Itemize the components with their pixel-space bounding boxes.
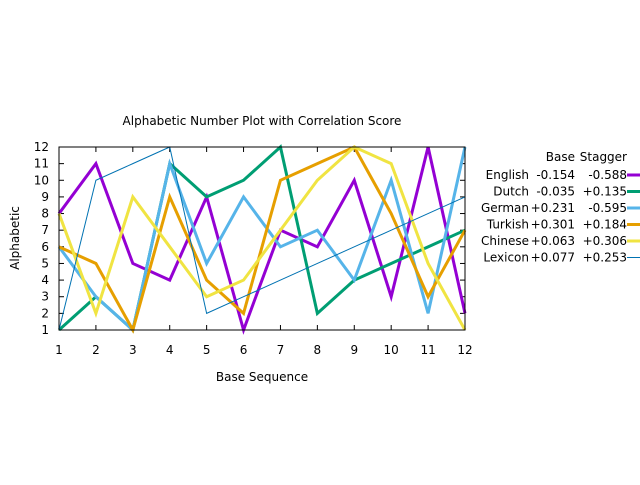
y-tick-label: 4 bbox=[41, 273, 49, 287]
legend-label-english: English bbox=[486, 168, 529, 182]
x-tick-label: 10 bbox=[384, 343, 399, 357]
legend-base-turkish: +0.301 bbox=[531, 218, 575, 232]
legend-header-stagger: Stagger bbox=[580, 150, 627, 164]
x-tick-label: 4 bbox=[166, 343, 174, 357]
legend-label-chinese: Chinese bbox=[481, 234, 529, 248]
y-tick-label: 12 bbox=[34, 140, 49, 154]
legend-stagger-chinese: +0.306 bbox=[583, 234, 627, 248]
chart-title: Alphabetic Number Plot with Correlation … bbox=[123, 114, 402, 128]
x-tick-label: 2 bbox=[92, 343, 100, 357]
series-layer bbox=[57, 144, 467, 335]
x-tick-label: 3 bbox=[129, 343, 137, 357]
x-tick-label: 6 bbox=[240, 343, 248, 357]
y-tick-label: 6 bbox=[41, 240, 49, 254]
x-tick-label: 5 bbox=[203, 343, 211, 357]
series-line-lexicon bbox=[58, 146, 466, 331]
legend-base-german: +0.231 bbox=[531, 201, 575, 215]
y-tick-label: 8 bbox=[41, 207, 49, 221]
y-axis-label: Alphabetic bbox=[8, 206, 22, 270]
x-tick-label: 9 bbox=[350, 343, 358, 357]
legend-base-english: -0.154 bbox=[536, 168, 575, 182]
x-tick-label: 7 bbox=[277, 343, 285, 357]
y-tick-label: 2 bbox=[41, 306, 49, 320]
legend-label-german: German bbox=[481, 201, 529, 215]
y-tick-label: 9 bbox=[41, 190, 49, 204]
series-line-chinese bbox=[57, 145, 467, 331]
series-line-german bbox=[57, 146, 467, 333]
series-line-english bbox=[57, 146, 467, 335]
legend-base-dutch: -0.035 bbox=[536, 185, 575, 199]
y-tick-label: 3 bbox=[41, 290, 49, 304]
y-tick-label: 11 bbox=[34, 157, 49, 171]
legend-label-dutch: Dutch bbox=[493, 185, 529, 199]
x-tick-label: 12 bbox=[457, 343, 472, 357]
legend-stagger-turkish: +0.184 bbox=[583, 218, 627, 232]
y-tick-label: 10 bbox=[34, 173, 49, 187]
y-tick-label: 5 bbox=[41, 256, 49, 270]
legend: Base Stagger English -0.154 -0.588 Dutch -0.… bbox=[481, 150, 640, 265]
y-tick-label: 1 bbox=[41, 323, 49, 337]
legend-header-base: Base bbox=[546, 150, 575, 164]
legend-stagger-english: -0.588 bbox=[588, 168, 627, 182]
plot-border bbox=[58, 146, 466, 331]
x-tick-label: 1 bbox=[55, 343, 63, 357]
legend-base-lexicon: +0.077 bbox=[531, 251, 575, 265]
x-tick-label: 11 bbox=[420, 343, 435, 357]
x-tick-label: 8 bbox=[314, 343, 322, 357]
x-axis-label: Base Sequence bbox=[216, 370, 308, 384]
legend-stagger-dutch: +0.135 bbox=[583, 185, 627, 199]
y-tick-label: 7 bbox=[41, 223, 49, 237]
legend-stagger-lexicon: +0.253 bbox=[583, 251, 627, 265]
legend-label-turkish: Turkish bbox=[486, 218, 529, 232]
legend-stagger-german: -0.595 bbox=[588, 201, 627, 215]
legend-label-lexicon: Lexicon bbox=[483, 251, 529, 265]
legend-base-chinese: +0.063 bbox=[531, 234, 575, 248]
